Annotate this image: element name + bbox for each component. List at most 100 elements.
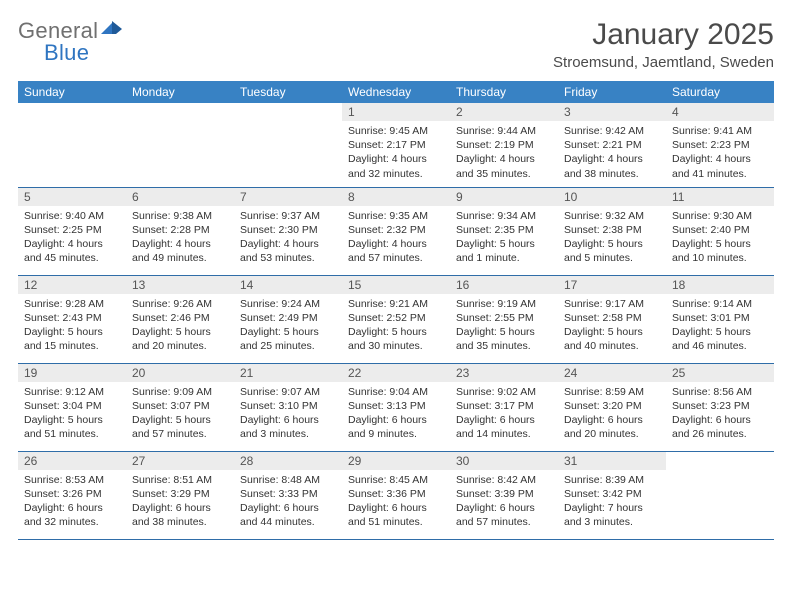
location-line: Stroemsund, Jaemtland, Sweden [553,54,774,71]
day-number: 5 [18,188,126,206]
calendar-day-cell: 29Sunrise: 8:45 AMSunset: 3:36 PMDayligh… [342,451,450,539]
calendar-day-cell: 23Sunrise: 9:02 AMSunset: 3:17 PMDayligh… [450,363,558,451]
day-number: 22 [342,364,450,382]
calendar-day-cell: 17Sunrise: 9:17 AMSunset: 2:58 PMDayligh… [558,275,666,363]
day-body: Sunrise: 9:07 AMSunset: 3:10 PMDaylight:… [234,382,342,446]
calendar-day-cell: 5Sunrise: 9:40 AMSunset: 2:25 PMDaylight… [18,187,126,275]
calendar-day-cell: 8Sunrise: 9:35 AMSunset: 2:32 PMDaylight… [342,187,450,275]
day-body: Sunrise: 8:51 AMSunset: 3:29 PMDaylight:… [126,470,234,534]
day-number: 31 [558,452,666,470]
day-number: 19 [18,364,126,382]
calendar-day-cell: 13Sunrise: 9:26 AMSunset: 2:46 PMDayligh… [126,275,234,363]
day-body: Sunrise: 9:12 AMSunset: 3:04 PMDaylight:… [18,382,126,446]
weekday-header: Sunday [18,81,126,103]
day-body: Sunrise: 8:42 AMSunset: 3:39 PMDaylight:… [450,470,558,534]
brand-word-2: Blue [44,40,89,66]
day-number: 12 [18,276,126,294]
day-number: 15 [342,276,450,294]
day-body: Sunrise: 9:40 AMSunset: 2:25 PMDaylight:… [18,206,126,270]
calendar-day-cell: 27Sunrise: 8:51 AMSunset: 3:29 PMDayligh… [126,451,234,539]
day-number: 30 [450,452,558,470]
day-number: 11 [666,188,774,206]
month-title: January 2025 [553,18,774,52]
calendar-day-cell: 3Sunrise: 9:42 AMSunset: 2:21 PMDaylight… [558,103,666,187]
calendar-day-cell: 20Sunrise: 9:09 AMSunset: 3:07 PMDayligh… [126,363,234,451]
day-body: Sunrise: 9:21 AMSunset: 2:52 PMDaylight:… [342,294,450,358]
day-number: 14 [234,276,342,294]
weekday-header: Saturday [666,81,774,103]
calendar-day-cell: 24Sunrise: 8:59 AMSunset: 3:20 PMDayligh… [558,363,666,451]
calendar-day-cell: 21Sunrise: 9:07 AMSunset: 3:10 PMDayligh… [234,363,342,451]
day-number: 23 [450,364,558,382]
day-body: Sunrise: 8:56 AMSunset: 3:23 PMDaylight:… [666,382,774,446]
calendar-day-cell: 15Sunrise: 9:21 AMSunset: 2:52 PMDayligh… [342,275,450,363]
day-number: 9 [450,188,558,206]
calendar-day-cell: 4Sunrise: 9:41 AMSunset: 2:23 PMDaylight… [666,103,774,187]
calendar-day-cell [234,103,342,187]
title-block: January 2025 Stroemsund, Jaemtland, Swed… [553,18,774,71]
weekday-header: Tuesday [234,81,342,103]
calendar-week-row: 1Sunrise: 9:45 AMSunset: 2:17 PMDaylight… [18,103,774,187]
day-body: Sunrise: 9:24 AMSunset: 2:49 PMDaylight:… [234,294,342,358]
calendar-day-cell: 2Sunrise: 9:44 AMSunset: 2:19 PMDaylight… [450,103,558,187]
calendar-day-cell: 25Sunrise: 8:56 AMSunset: 3:23 PMDayligh… [666,363,774,451]
weekday-header: Monday [126,81,234,103]
calendar-day-cell: 31Sunrise: 8:39 AMSunset: 3:42 PMDayligh… [558,451,666,539]
day-body: Sunrise: 9:26 AMSunset: 2:46 PMDaylight:… [126,294,234,358]
calendar-day-cell: 11Sunrise: 9:30 AMSunset: 2:40 PMDayligh… [666,187,774,275]
day-body: Sunrise: 9:28 AMSunset: 2:43 PMDaylight:… [18,294,126,358]
day-body: Sunrise: 9:42 AMSunset: 2:21 PMDaylight:… [558,121,666,185]
calendar-day-cell: 16Sunrise: 9:19 AMSunset: 2:55 PMDayligh… [450,275,558,363]
day-body: Sunrise: 9:32 AMSunset: 2:38 PMDaylight:… [558,206,666,270]
day-number: 1 [342,103,450,121]
header: General January 2025 Stroemsund, Jaemtla… [18,18,774,71]
calendar-day-cell: 10Sunrise: 9:32 AMSunset: 2:38 PMDayligh… [558,187,666,275]
day-number: 8 [342,188,450,206]
day-body: Sunrise: 8:48 AMSunset: 3:33 PMDaylight:… [234,470,342,534]
calendar-table: Sunday Monday Tuesday Wednesday Thursday… [18,81,774,540]
day-body: Sunrise: 9:45 AMSunset: 2:17 PMDaylight:… [342,121,450,185]
day-number: 25 [666,364,774,382]
day-number: 10 [558,188,666,206]
day-body: Sunrise: 8:45 AMSunset: 3:36 PMDaylight:… [342,470,450,534]
day-number: 27 [126,452,234,470]
day-body: Sunrise: 8:39 AMSunset: 3:42 PMDaylight:… [558,470,666,534]
day-number: 29 [342,452,450,470]
day-number: 26 [18,452,126,470]
day-number: 2 [450,103,558,121]
calendar-day-cell: 1Sunrise: 9:45 AMSunset: 2:17 PMDaylight… [342,103,450,187]
calendar-day-cell: 6Sunrise: 9:38 AMSunset: 2:28 PMDaylight… [126,187,234,275]
calendar-day-cell: 7Sunrise: 9:37 AMSunset: 2:30 PMDaylight… [234,187,342,275]
calendar-day-cell: 9Sunrise: 9:34 AMSunset: 2:35 PMDaylight… [450,187,558,275]
calendar-week-row: 12Sunrise: 9:28 AMSunset: 2:43 PMDayligh… [18,275,774,363]
brand-logo-line2: Blue [18,40,89,66]
calendar-day-cell: 18Sunrise: 9:14 AMSunset: 3:01 PMDayligh… [666,275,774,363]
calendar-day-cell [666,451,774,539]
day-body: Sunrise: 8:53 AMSunset: 3:26 PMDaylight:… [18,470,126,534]
day-number: 4 [666,103,774,121]
calendar-day-cell [18,103,126,187]
calendar-day-cell: 28Sunrise: 8:48 AMSunset: 3:33 PMDayligh… [234,451,342,539]
calendar-week-row: 5Sunrise: 9:40 AMSunset: 2:25 PMDaylight… [18,187,774,275]
weekday-header-row: Sunday Monday Tuesday Wednesday Thursday… [18,81,774,103]
day-number: 13 [126,276,234,294]
calendar-week-row: 19Sunrise: 9:12 AMSunset: 3:04 PMDayligh… [18,363,774,451]
day-body: Sunrise: 9:35 AMSunset: 2:32 PMDaylight:… [342,206,450,270]
day-number: 7 [234,188,342,206]
calendar-day-cell: 12Sunrise: 9:28 AMSunset: 2:43 PMDayligh… [18,275,126,363]
calendar-day-cell: 26Sunrise: 8:53 AMSunset: 3:26 PMDayligh… [18,451,126,539]
day-body: Sunrise: 9:17 AMSunset: 2:58 PMDaylight:… [558,294,666,358]
day-number: 28 [234,452,342,470]
day-number: 6 [126,188,234,206]
day-number: 17 [558,276,666,294]
calendar-day-cell [126,103,234,187]
day-body: Sunrise: 9:19 AMSunset: 2:55 PMDaylight:… [450,294,558,358]
day-body: Sunrise: 9:41 AMSunset: 2:23 PMDaylight:… [666,121,774,185]
day-body: Sunrise: 9:02 AMSunset: 3:17 PMDaylight:… [450,382,558,446]
day-body: Sunrise: 9:09 AMSunset: 3:07 PMDaylight:… [126,382,234,446]
calendar-day-cell: 30Sunrise: 8:42 AMSunset: 3:39 PMDayligh… [450,451,558,539]
day-body: Sunrise: 9:14 AMSunset: 3:01 PMDaylight:… [666,294,774,358]
day-number: 21 [234,364,342,382]
day-number: 18 [666,276,774,294]
day-body: Sunrise: 9:04 AMSunset: 3:13 PMDaylight:… [342,382,450,446]
